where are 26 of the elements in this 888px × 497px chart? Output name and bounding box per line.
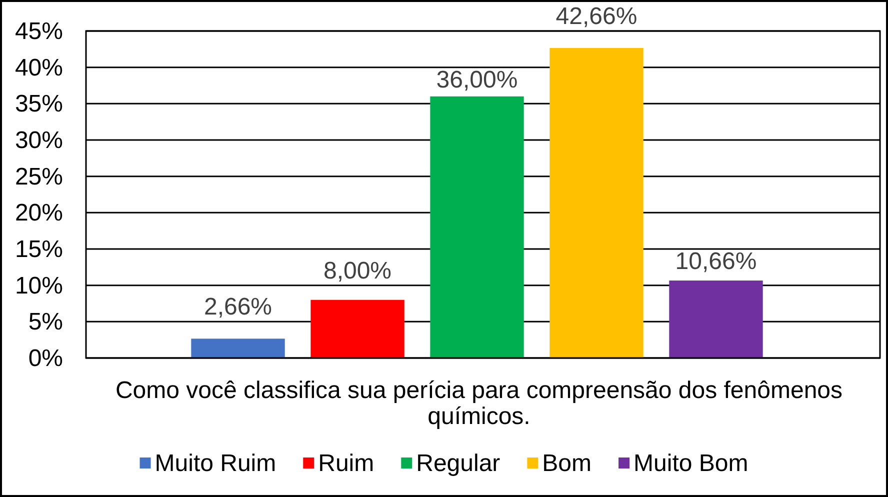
bar	[191, 338, 285, 358]
y-tick-label: 45%	[14, 18, 63, 44]
y-tick-label: 15%	[14, 236, 63, 262]
legend-label: Ruim	[318, 450, 374, 476]
bar	[430, 96, 524, 358]
legend-label: Muito Ruim	[154, 450, 276, 476]
bar	[310, 300, 404, 358]
legend-label: Regular	[416, 450, 500, 476]
y-tick-label: 10%	[14, 272, 63, 299]
y-tick-label: 35%	[14, 90, 63, 118]
y-tick-label: 0%	[28, 344, 63, 372]
data-label: 8,00%	[323, 257, 392, 284]
legend-label: Bom	[542, 450, 592, 476]
x-axis-title: Como você classifica sua perícia para compreensão dos fenômenos químicos.	[115, 376, 843, 430]
data-label: 10,66%	[675, 248, 757, 275]
y-tick-label: 25%	[14, 162, 63, 190]
data-label: 2,66%	[204, 294, 272, 321]
y-tick-label: 40%	[14, 54, 63, 81]
y-tick-label: 30%	[14, 126, 63, 154]
legend-label: Muito Bom	[634, 450, 748, 476]
data-label: 42,66%	[556, 3, 638, 30]
bar	[669, 280, 763, 358]
data-label: 36,00%	[436, 66, 518, 94]
y-tick-label: 5%	[28, 308, 63, 336]
bar	[550, 48, 644, 358]
y-tick-label: 20%	[14, 199, 63, 226]
